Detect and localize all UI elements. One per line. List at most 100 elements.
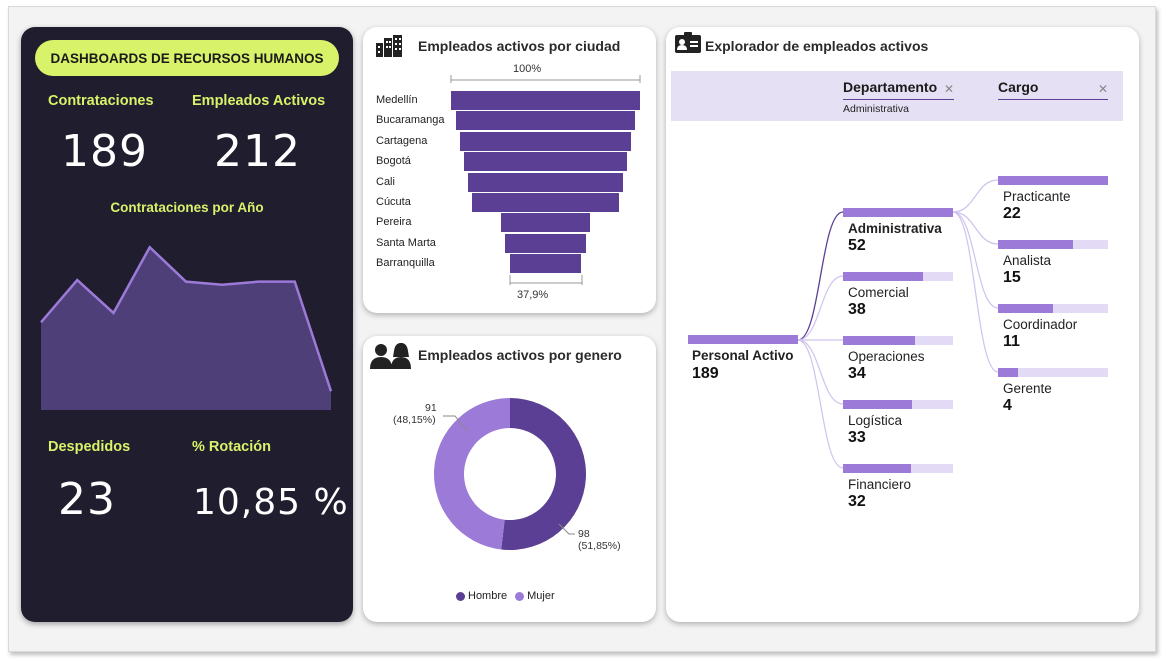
tree-connector [797, 275, 844, 341]
department-node-bar-fill [843, 272, 924, 281]
role-node-value: 22 [1003, 205, 1021, 222]
role-node-bar-fill [998, 368, 1018, 377]
filter-cargo-label: Cargo [998, 79, 1039, 95]
funnel-row[interactable]: Pereira [363, 213, 641, 233]
funnel-top-label: 100% [513, 63, 542, 75]
role-node-value: 11 [1003, 333, 1020, 350]
funnel-bar [471, 193, 620, 212]
department-node-value: 32 [848, 493, 866, 510]
legend-dot-mujer [515, 591, 525, 601]
department-node-bar[interactable] [843, 336, 953, 345]
funnel-row-label: Pereira [376, 216, 412, 229]
tree-connector [797, 339, 844, 469]
role-node-bar[interactable] [998, 240, 1108, 249]
role-node-label: Coordinador [1003, 317, 1078, 332]
hombre-percent: (51,85%) [578, 540, 621, 552]
area-fill [41, 247, 331, 410]
filter-cargo[interactable]: Cargo ✕ [998, 79, 1108, 100]
clear-cargo-icon[interactable]: ✕ [1097, 82, 1108, 96]
funnel-row-label: Bogotá [376, 155, 411, 168]
funnel-bar [504, 233, 587, 253]
hires-label: Contrataciones [48, 93, 154, 109]
department-node-bar[interactable] [843, 272, 953, 281]
root-node-bar-fill [688, 335, 798, 344]
role-node-bar-fill [998, 240, 1073, 249]
hires-value: 189 [61, 126, 148, 177]
funnel-row[interactable]: Medellín [363, 91, 641, 110]
city-funnel: Medellín Bucaramanga Cartagena Bogotá Cali Cú… [363, 91, 656, 281]
fired-label: Despedidos [48, 439, 131, 455]
root-node-value: 189 [692, 365, 719, 382]
mujer-leader-line [443, 415, 468, 432]
turnover-label: % Rotación [192, 439, 271, 455]
funnel-row[interactable]: Cúcuta [363, 193, 641, 212]
funnel-row-label: Medellín [376, 94, 418, 106]
explorer-title: Explorador de empleados activos [705, 38, 929, 54]
role-node-bar[interactable] [998, 176, 1108, 185]
tree-connector [952, 211, 999, 373]
people-icon [370, 343, 411, 369]
mujer-data-label: 91 (48,15%) [393, 402, 437, 426]
legend-dot-hombre [456, 591, 465, 601]
department-node-bar[interactable] [843, 464, 953, 473]
tree-connector [797, 339, 844, 405]
explorer-card: Explorador de empleados activos Departam… [666, 27, 1139, 622]
gender-donut-chart [434, 398, 587, 550]
tree-connector [952, 211, 999, 245]
funnel-row-label: Santa Marta [376, 236, 436, 249]
filter-departamento-label: Departamento [843, 79, 938, 95]
dashboard-title: DASHBOARDS DE RECURSOS HUMANOS [35, 40, 339, 76]
funnel-bar [459, 131, 632, 151]
funnel-row[interactable]: Bucaramanga [363, 111, 641, 131]
role-node-bar[interactable] [998, 368, 1108, 377]
department-node-label: Administrativa [848, 221, 942, 236]
department-node-bar-fill [843, 336, 915, 345]
role-node-label: Practicante [1003, 189, 1071, 204]
funnel-row[interactable]: Barranquilla [363, 254, 641, 274]
department-node-value: 34 [848, 365, 866, 382]
role-node-bar[interactable] [998, 304, 1108, 313]
active-value: 212 [214, 126, 301, 177]
department-node-value: 33 [848, 429, 866, 446]
funnel-row[interactable]: Santa Marta [363, 233, 641, 253]
root-node-bar[interactable] [688, 335, 798, 344]
donut-slice-mujer[interactable] [434, 398, 510, 550]
legend-item-hombre[interactable]: Hombre [456, 590, 507, 602]
kpi-panel: DASHBOARDS DE RECURSOS HUMANOS Contratac… [21, 27, 353, 622]
legend-label-mujer: Mujer [527, 590, 555, 602]
department-node-label: Operaciones [848, 349, 925, 364]
department-node-bar[interactable] [843, 208, 953, 217]
role-node-bar-fill [998, 176, 1108, 185]
mujer-count: 91 [425, 402, 437, 414]
gender-card: Empleados activos por genero 91 (48,15%)… [363, 336, 656, 622]
funnel-row-label: Cali [376, 175, 395, 188]
filter-departamento[interactable]: Departamento ✕ [843, 79, 954, 100]
hires-by-year-title: Contrataciones por Año [110, 200, 264, 215]
mujer-percent: (48,15%) [393, 414, 436, 426]
funnel-row[interactable]: Bogotá [363, 152, 641, 172]
funnel-row-label: Cúcuta [376, 196, 411, 208]
area-line [40, 245, 333, 392]
funnel-bar [501, 213, 590, 233]
funnel-bar [468, 172, 623, 192]
funnel-row[interactable]: Cali [363, 172, 641, 192]
legend-item-mujer[interactable]: Mujer [515, 590, 555, 602]
funnel-row[interactable]: Cartagena [363, 131, 641, 151]
hombre-count: 98 [578, 528, 590, 540]
hombre-data-label: 98 (51,85%) [578, 528, 621, 552]
gender-chart-title: Empleados activos por genero [418, 347, 622, 363]
role-node-label: Gerente [1003, 381, 1052, 396]
legend-label-hombre: Hombre [468, 590, 508, 602]
fired-value: 23 [58, 474, 116, 525]
donut-slice-hombre[interactable] [501, 398, 587, 550]
explorer-filter-bar: Departamento ✕ Administrativa Cargo ✕ [671, 71, 1123, 121]
funnel-guides [450, 75, 641, 285]
department-node-bar[interactable] [843, 400, 953, 409]
id-card-icon [675, 32, 701, 53]
hires-by-year-area-chart [40, 245, 333, 410]
department-node-value: 52 [848, 237, 866, 254]
turnover-value: 10,85 % [193, 482, 349, 523]
clear-departamento-icon[interactable]: ✕ [943, 82, 954, 96]
department-node-label: Financiero [848, 477, 912, 492]
role-node-value: 4 [1003, 397, 1012, 414]
